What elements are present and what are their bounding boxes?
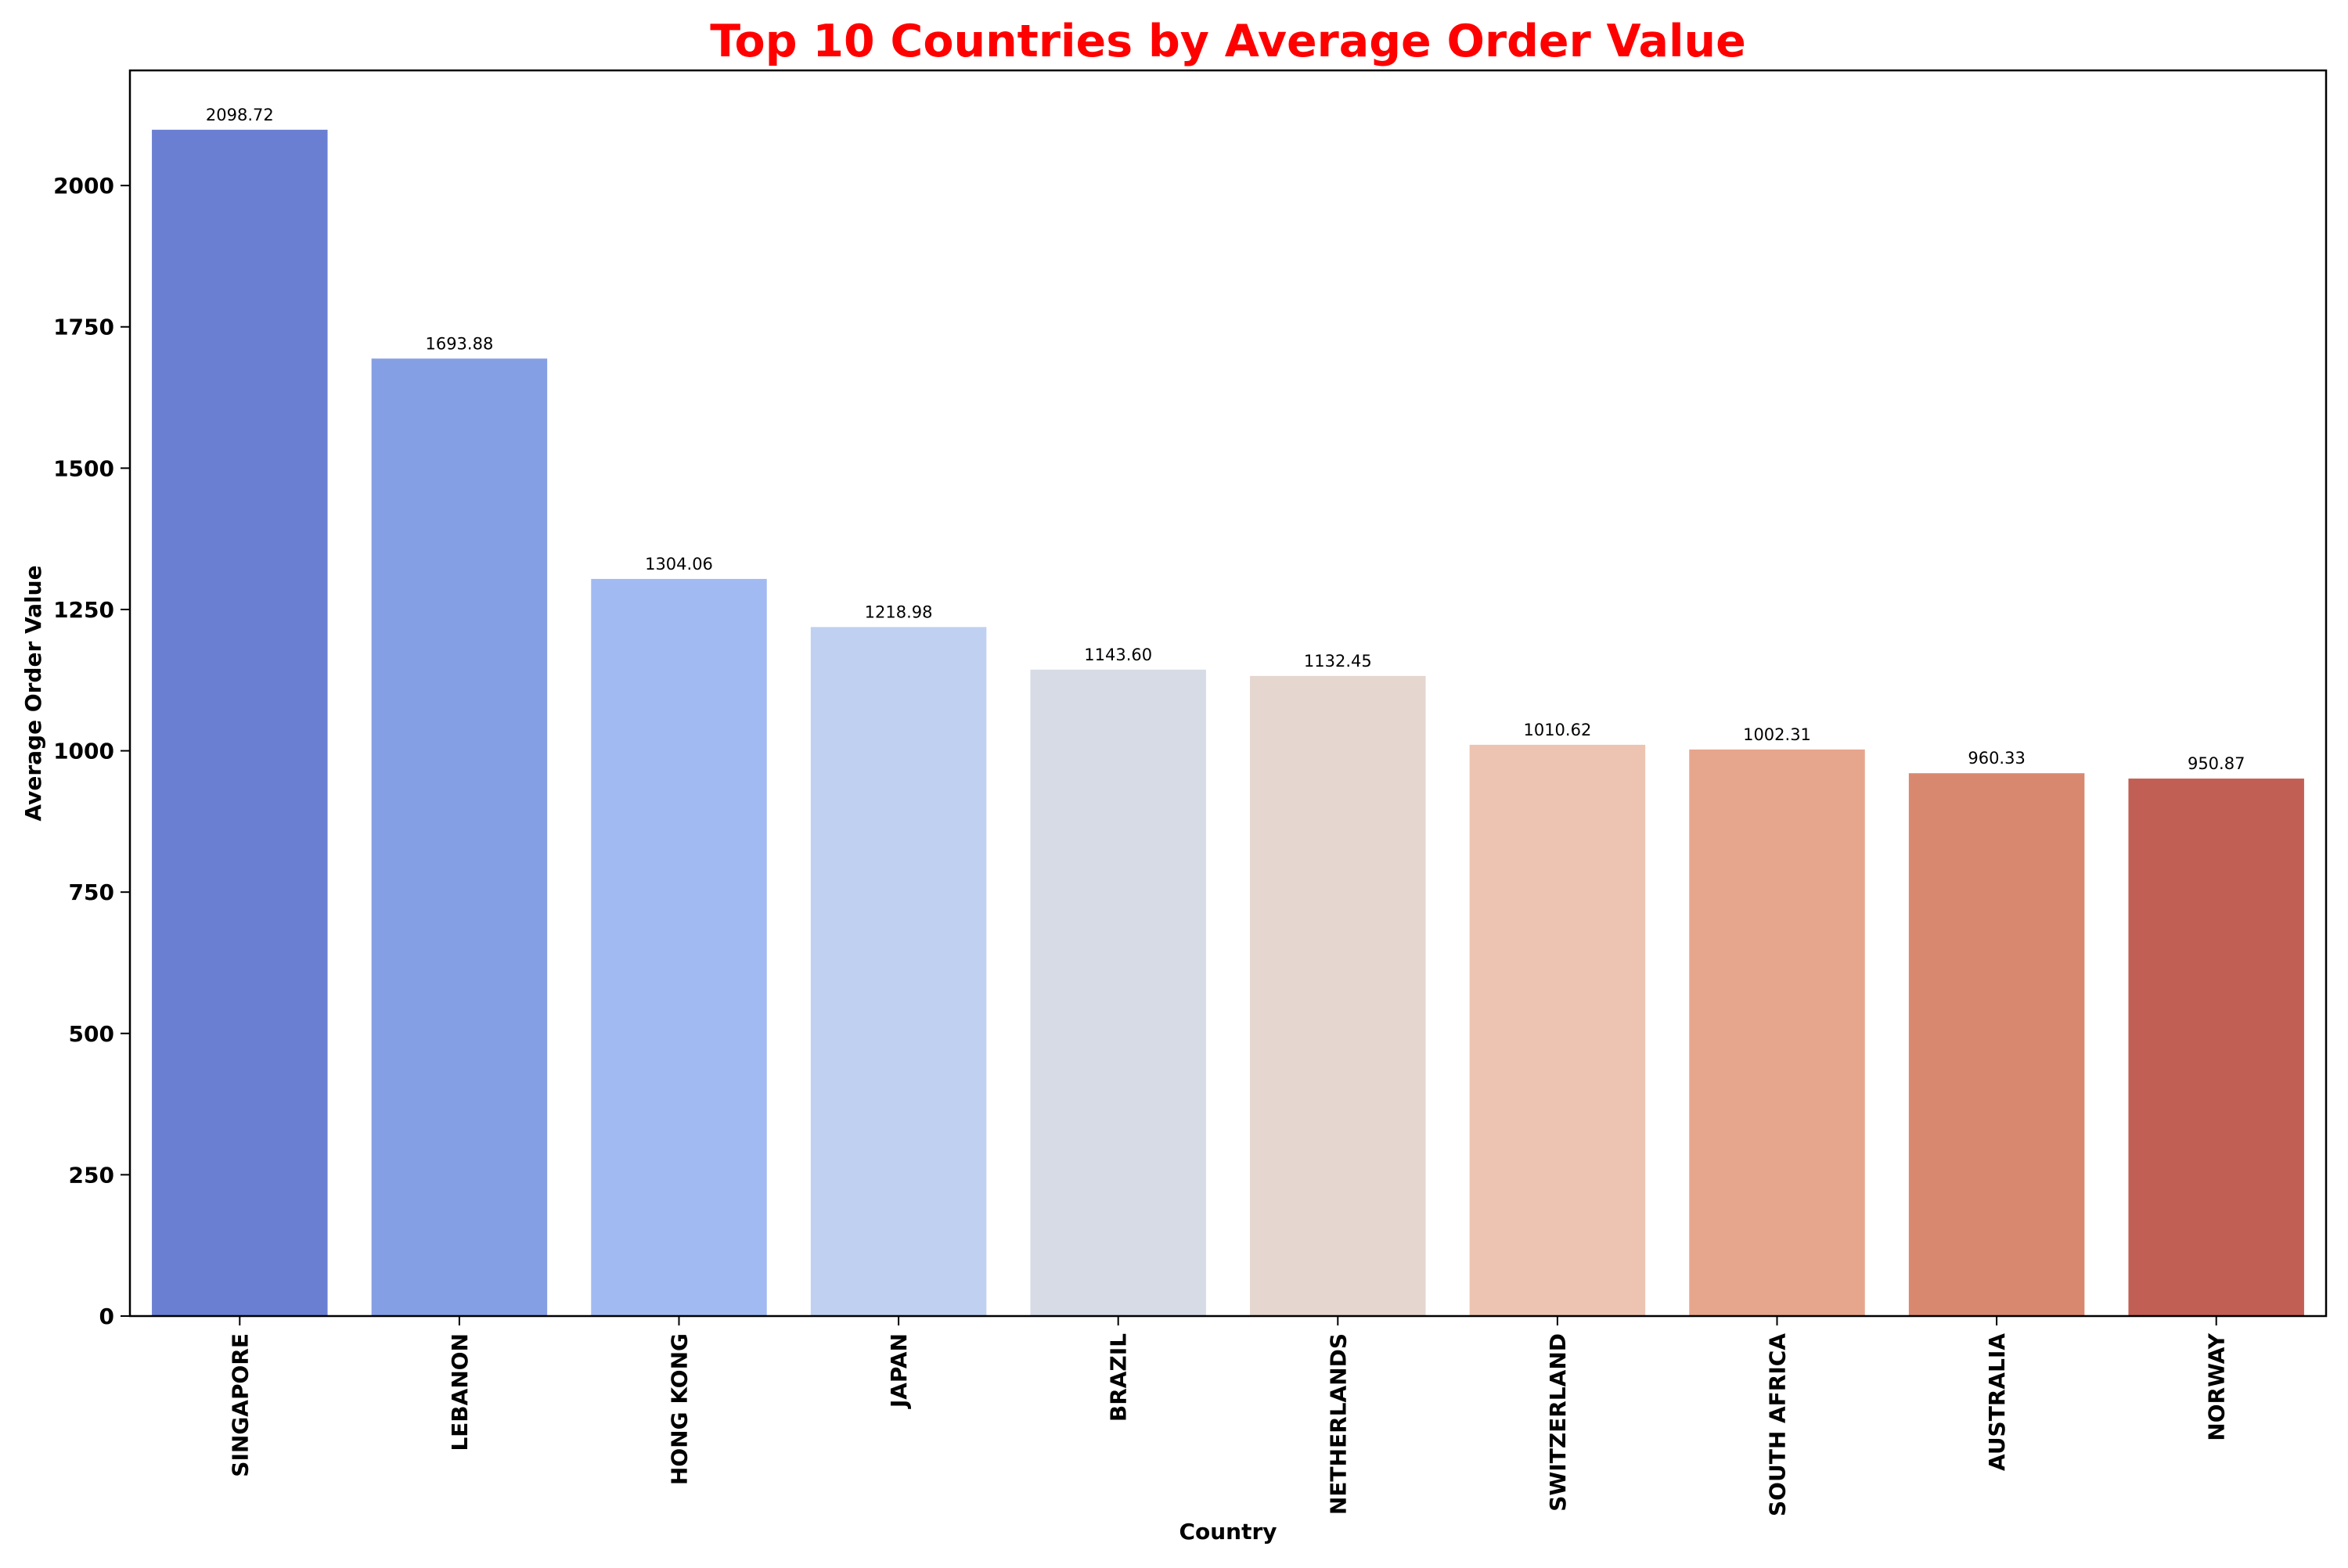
y-tick-label: 2000 (53, 173, 114, 199)
x-tick-label: AUSTRALIA (1984, 1333, 2010, 1471)
bars-layer: 2098.72 1693.88 1304.06 1218.98 1143.60 1132.… (152, 106, 2304, 1317)
x-tick-label: NORWAY (2204, 1332, 2230, 1440)
y-axis: 0 250 500 750 1000 1250 1500 1750 2000 (53, 173, 130, 1329)
x-tick-label: SWITZERLAND (1545, 1333, 1571, 1512)
x-tick-label: JAPAN (886, 1333, 912, 1409)
data-label: 1002.31 (1743, 725, 1811, 744)
y-tick-label: 750 (69, 879, 114, 905)
y-tick-label: 1000 (53, 739, 114, 764)
x-tick-label: SOUTH AFRICA (1765, 1333, 1791, 1516)
x-axis: SINGAPORE LEBANON HONG KONG JAPAN BRAZIL NETH… (227, 1316, 2230, 1516)
y-axis-label: Average Order Value (20, 565, 46, 821)
data-label: 1010.62 (1523, 721, 1591, 739)
bar-south-africa (1689, 749, 1865, 1316)
data-label: 2098.72 (206, 106, 274, 124)
x-tick-label: NETHERLANDS (1325, 1333, 1351, 1515)
bar-singapore (152, 129, 328, 1317)
y-tick-label: 250 (69, 1162, 114, 1188)
data-label: 950.87 (2188, 754, 2245, 773)
bar-hong-kong (591, 578, 767, 1316)
data-label: 960.33 (1968, 749, 2025, 768)
data-label: 1132.45 (1304, 652, 1372, 671)
bar-norway (2128, 779, 2304, 1316)
bar-brazil (1030, 669, 1206, 1316)
x-tick-label: BRAZIL (1106, 1333, 1132, 1422)
y-tick-label: 1750 (53, 315, 114, 340)
bar-japan (810, 627, 987, 1316)
bar-lebanon (371, 358, 548, 1316)
data-label: 1304.06 (645, 555, 713, 574)
data-label: 1218.98 (865, 602, 933, 621)
y-tick-label: 500 (69, 1021, 114, 1047)
chart-title: Top 10 Countries by Average Order Value (710, 16, 1746, 67)
x-axis-label: Country (1179, 1519, 1277, 1545)
y-tick-label: 1250 (53, 597, 114, 623)
y-tick-label: 1500 (53, 455, 114, 481)
x-tick-label: SINGAPORE (227, 1333, 253, 1477)
bar-australia (1908, 773, 2085, 1316)
y-tick-label: 0 (99, 1304, 114, 1329)
data-label: 1143.60 (1084, 646, 1152, 664)
bar-switzerland (1469, 744, 1646, 1316)
data-label: 1693.88 (425, 334, 493, 353)
plot-area-frame (128, 69, 2328, 1318)
x-tick-label: LEBANON (447, 1333, 473, 1451)
x-tick-label: HONG KONG (667, 1333, 693, 1485)
bar-netherlands (1250, 675, 1426, 1316)
